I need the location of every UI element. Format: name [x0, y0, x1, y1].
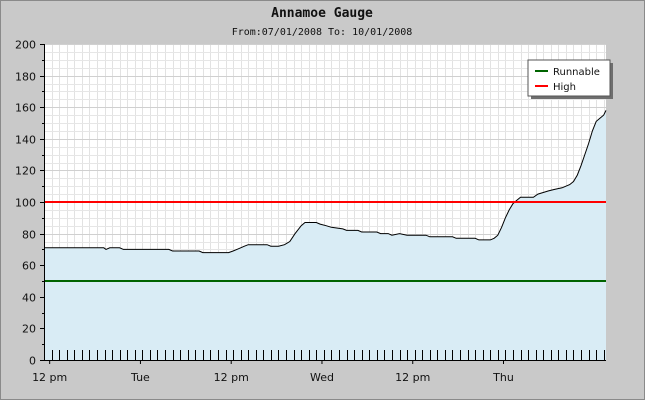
- y-tick-label: 40: [22, 292, 36, 305]
- y-tick-label: 120: [15, 165, 36, 178]
- x-tick-label: Thu: [492, 371, 514, 384]
- y-tick-label: 60: [22, 260, 36, 273]
- x-tick-label: 12 pm: [214, 371, 249, 384]
- series-line: [44, 110, 607, 254]
- y-tick-label: 80: [22, 229, 36, 242]
- y-tick-label: 140: [15, 134, 36, 147]
- y-tick-label: 200: [15, 39, 36, 52]
- y-tick-label: 0: [29, 355, 36, 368]
- y-tick-label: 100: [15, 197, 36, 210]
- x-tick-label: Tue: [130, 371, 150, 384]
- y-tick-label: 180: [15, 71, 36, 84]
- chart-subtitle: From:07/01/2008 To: 10/01/2008: [232, 27, 413, 38]
- y-tick-label: 20: [22, 323, 36, 336]
- legend-label-runnable: Runnable: [553, 67, 600, 78]
- chart-title: Annamoe Gauge: [271, 6, 373, 21]
- legend-box: [527, 59, 611, 97]
- x-tick-label: 12 pm: [32, 371, 67, 384]
- plot-area: 0 20 40 60 80 100 120 140 160 180 200 12 pm Tue 12 pm…: [15, 39, 607, 384]
- y-tick-label: 160: [15, 102, 36, 115]
- x-tick-label: 12 pm: [395, 371, 430, 384]
- x-tick-label: Wed: [310, 371, 334, 384]
- legend: Runnable High: [527, 59, 613, 99]
- series-area-fill: [44, 110, 606, 361]
- legend-label-high: High: [553, 82, 576, 93]
